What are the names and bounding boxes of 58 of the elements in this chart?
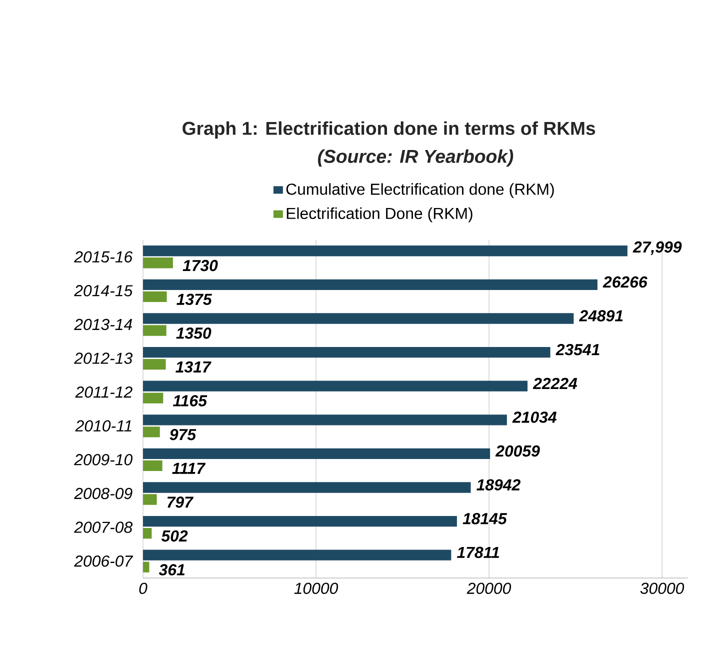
bar: [143, 346, 550, 358]
data-label: 361: [158, 564, 185, 576]
y-tick-label: 2007-08: [74, 522, 133, 533]
data-label: 975: [170, 428, 196, 440]
y-tick-label: 2014-15: [74, 285, 133, 296]
legend-label: Cumulative Electrification done (RKM): [286, 183, 554, 198]
y-tick-label: 2010-11: [75, 420, 132, 432]
data-label: 18145: [462, 512, 508, 524]
bar: [143, 246, 628, 256]
data-label: 1317: [176, 361, 212, 373]
y-tick-label: 2011-12: [75, 386, 132, 398]
y-tick-label: 2006-07: [74, 555, 134, 567]
bar: [143, 358, 166, 370]
bar: [143, 448, 490, 460]
data-label: 18942: [476, 479, 520, 490]
legend-label: Electrification Done (RKM): [286, 207, 472, 222]
data-label: 1730: [182, 260, 218, 272]
data-label: 26266: [602, 276, 648, 288]
data-label: 23541: [556, 344, 600, 356]
y-tick-label: 2012-13: [74, 352, 132, 364]
bar: [143, 494, 157, 505]
x-tick-label: 10000: [294, 582, 338, 594]
data-label: 17811: [456, 546, 500, 558]
data-label: 797: [167, 496, 194, 508]
data-label: 1350: [176, 328, 212, 339]
y-tick-label: 2008-09: [74, 488, 132, 500]
bar: [143, 380, 528, 392]
data-label: 20059: [495, 445, 540, 457]
data-label: 502: [161, 530, 188, 542]
bar: [143, 426, 160, 438]
bar: [143, 291, 167, 302]
data-label: 24891: [578, 310, 623, 322]
bar: [143, 279, 598, 290]
data-label: 22224: [532, 378, 578, 389]
bar: [143, 550, 452, 560]
bar: [143, 460, 162, 472]
x-tick-label: 20000: [466, 582, 512, 594]
data-label: 1165: [172, 395, 208, 406]
y-tick-label: 2015-16: [74, 251, 133, 263]
chart-subtitle: (Source: IR Yearbook): [318, 149, 514, 167]
bar: [143, 325, 166, 336]
bar: [143, 313, 574, 324]
chart-title: Graph 1: Electrification done in terms of RKMs: [182, 121, 596, 139]
bar: [143, 392, 164, 404]
data-label: 27,999: [632, 241, 682, 256]
data-label: 1117: [172, 462, 206, 474]
bar: [143, 528, 152, 539]
bar: [143, 562, 150, 572]
x-tick-label: 0: [139, 582, 148, 594]
y-tick-label: 2009-10: [74, 454, 132, 466]
data-label: 1375: [176, 294, 212, 305]
x-tick-label: 30000: [640, 582, 684, 594]
data-label: 21034: [512, 412, 557, 423]
y-tick-label: 2013-14: [74, 318, 132, 330]
bar: [143, 482, 471, 493]
bar: [143, 258, 173, 268]
bar: [143, 414, 507, 426]
bar: [143, 516, 457, 527]
